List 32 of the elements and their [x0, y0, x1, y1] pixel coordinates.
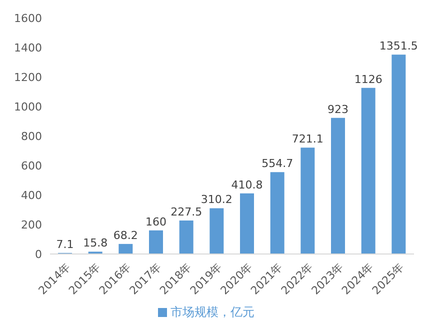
- data-label: 410.8: [231, 178, 263, 192]
- bar: [331, 118, 345, 254]
- data-label: 1351.5: [379, 40, 418, 53]
- data-label: 68.2: [113, 228, 138, 242]
- y-tick-label: 200: [21, 218, 42, 232]
- bar: [210, 208, 224, 254]
- data-label: 721.1: [292, 132, 324, 146]
- data-label: 554.7: [262, 157, 294, 170]
- bar: [270, 172, 284, 254]
- data-label: 227.5: [170, 205, 202, 218]
- bar: [179, 220, 194, 254]
- data-label: 160: [146, 215, 166, 228]
- bar: [300, 148, 315, 254]
- y-tick-label: 800: [21, 130, 42, 143]
- y-tick-label: 1200: [14, 70, 42, 84]
- bar: [118, 244, 133, 254]
- y-tick-label: 1000: [14, 100, 42, 114]
- bar: [392, 54, 406, 254]
- data-label: 923: [328, 102, 348, 116]
- y-tick-label: 600: [21, 159, 42, 172]
- bar: [240, 193, 254, 254]
- y-tick-label: 1400: [14, 41, 42, 54]
- y-tick-label: 1600: [14, 12, 42, 25]
- data-label: 15.8: [83, 236, 108, 250]
- bar: [149, 230, 163, 254]
- y-tick-label: 400: [21, 188, 42, 202]
- data-label: 1126: [354, 72, 382, 86]
- y-tick-label: 0: [35, 248, 42, 261]
- bar: [361, 88, 376, 254]
- legend-label: 市场规模，亿元: [170, 305, 254, 319]
- data-label: 7.1: [56, 238, 74, 251]
- data-label: 310.2: [200, 193, 232, 206]
